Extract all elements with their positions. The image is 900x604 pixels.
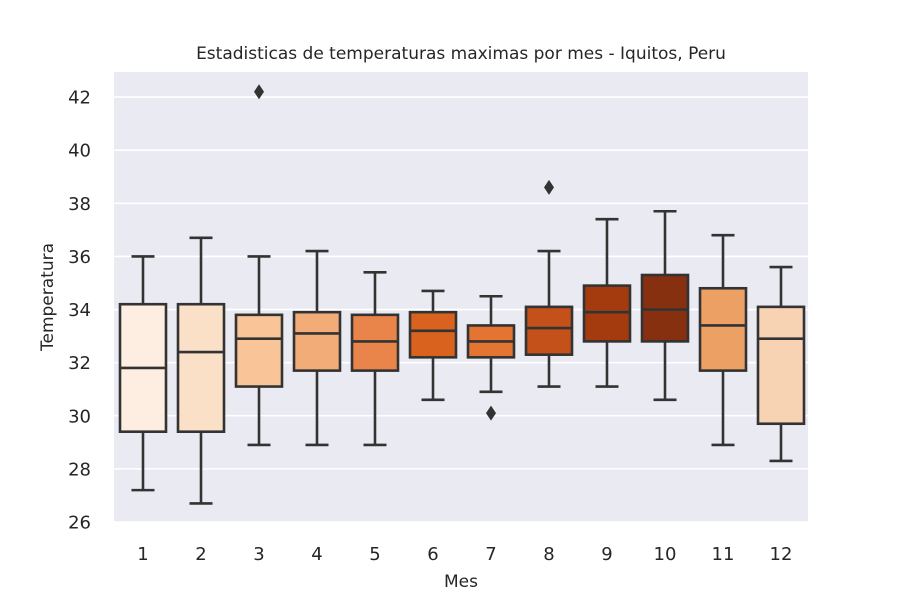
y-axis-label: Temperatura <box>38 243 58 352</box>
box-month-10 <box>640 209 690 402</box>
y-tick-label: 40 <box>68 141 91 162</box>
x-tick-label: 7 <box>485 544 496 565</box>
x-tick-label: 9 <box>601 544 612 565</box>
plot-background <box>114 72 808 522</box>
y-tick-label: 38 <box>68 194 91 215</box>
box-month-11 <box>698 233 748 447</box>
x-tick-label: 12 <box>770 544 793 565</box>
boxes-layer <box>118 84 806 505</box>
x-tick-label: 10 <box>654 544 677 565</box>
x-axis-label: Mes <box>444 572 478 592</box>
y-tick-label: 34 <box>68 300 91 321</box>
chart-title: Estadisticas de temperaturas maximas por… <box>196 44 726 64</box>
box-month-2 <box>176 236 226 505</box>
y-tick-label: 32 <box>68 353 91 374</box>
box-iqr <box>640 273 690 343</box>
x-tick-label: 4 <box>311 544 322 565</box>
box-iqr <box>524 305 574 356</box>
box-month-6 <box>408 289 458 402</box>
y-tick-label: 30 <box>68 406 91 427</box>
box-iqr <box>408 310 458 359</box>
x-tick-label: 5 <box>369 544 380 565</box>
box-month-1 <box>118 255 168 492</box>
gridlines <box>114 96 808 523</box>
box-month-9 <box>582 217 632 388</box>
y-tick-labels: 26 28 30 32 34 36 38 40 42 <box>68 88 91 534</box>
x-tick-label: 6 <box>427 544 438 565</box>
box-month-3 <box>234 84 284 447</box>
box-month-5 <box>350 271 400 447</box>
box-month-7 <box>466 294 516 421</box>
y-tick-label: 36 <box>68 247 91 268</box>
box-month-4 <box>292 249 342 447</box>
x-tick-label: 1 <box>137 544 148 565</box>
box-iqr <box>234 313 284 388</box>
box-iqr <box>756 305 806 426</box>
y-tick-label: 26 <box>68 513 91 534</box>
x-tick-label: 3 <box>253 544 264 565</box>
x-tick-labels: 1 2 3 4 5 6 7 8 9 10 11 12 <box>137 544 792 565</box>
box-iqr <box>176 302 226 433</box>
box-month-8 <box>524 179 574 388</box>
box-iqr <box>698 286 748 372</box>
y-tick-label: 28 <box>68 459 91 480</box>
outlier-point <box>544 179 554 195</box>
box-iqr <box>292 310 342 372</box>
outlier-point <box>486 405 496 421</box>
y-tick-label: 42 <box>68 88 91 109</box>
x-tick-label: 11 <box>712 544 735 565</box>
outlier-point <box>254 84 264 100</box>
box-iqr <box>350 313 400 372</box>
box-month-12 <box>756 265 806 463</box>
x-tick-label: 8 <box>543 544 554 565</box>
x-tick-label: 2 <box>195 544 206 565</box>
box-iqr <box>582 284 632 343</box>
